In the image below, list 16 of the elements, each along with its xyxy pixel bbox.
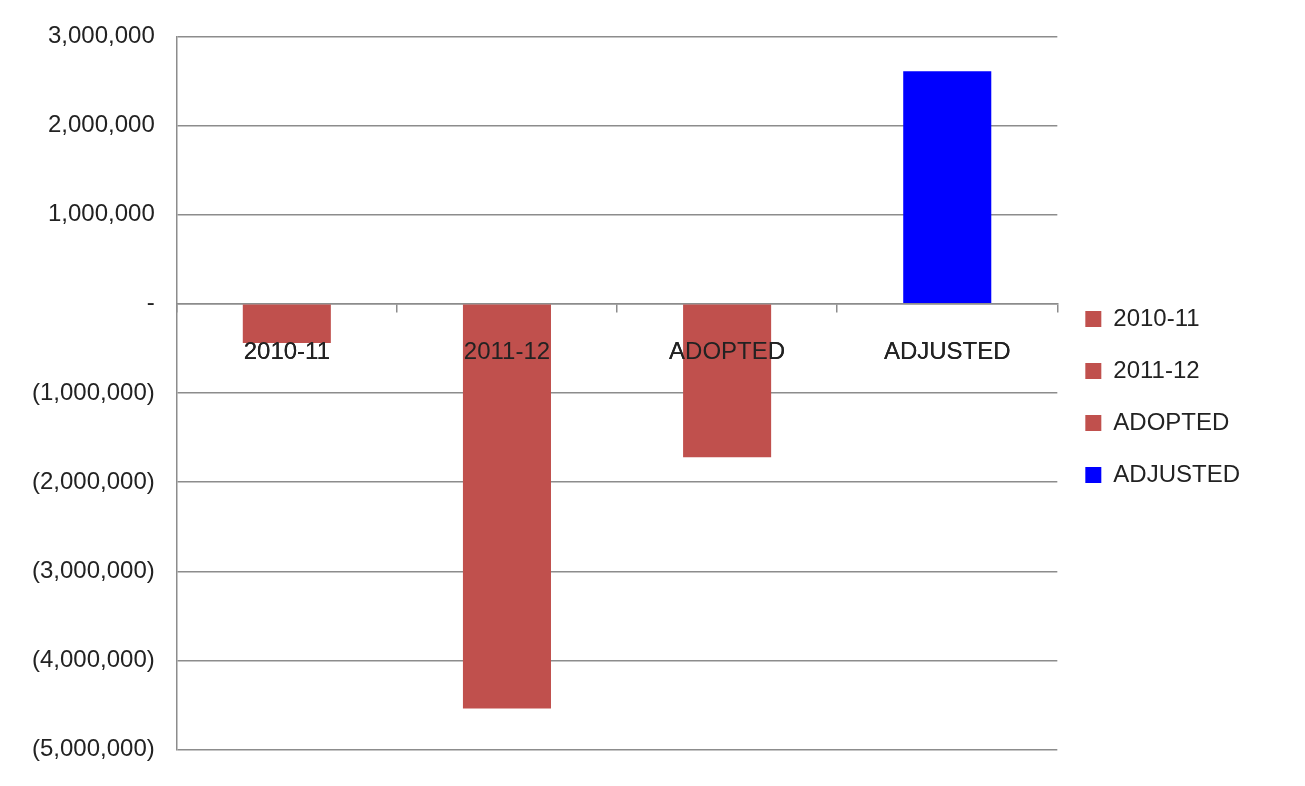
y-tick-label: 3,000,000 (47, 21, 155, 49)
y-tick-label: (3,000,000) (31, 555, 155, 583)
x-tick-label: ADJUSTED (883, 336, 1011, 364)
y-tick-label: 1,000,000 (47, 199, 155, 227)
y-tick-label: 2,000,000 (47, 110, 155, 138)
y-tick-label: (2,000,000) (31, 466, 155, 494)
y-tick-label: (5,000,000) (31, 734, 155, 762)
legend-label: ADJUSTED (1113, 459, 1241, 487)
x-tick-label: 2011-12 (463, 336, 551, 364)
y-tick-label: (4,000,000) (31, 645, 155, 673)
legend-label: 2011-12 (1113, 355, 1200, 383)
x-tick-label: 2010-11 (243, 336, 330, 364)
y-tick-label: - (146, 288, 155, 316)
legend-label: ADOPTED (1113, 407, 1230, 435)
y-tick-label: (1,000,000) (31, 377, 155, 405)
legend-label: 2010-11 (1113, 303, 1200, 331)
